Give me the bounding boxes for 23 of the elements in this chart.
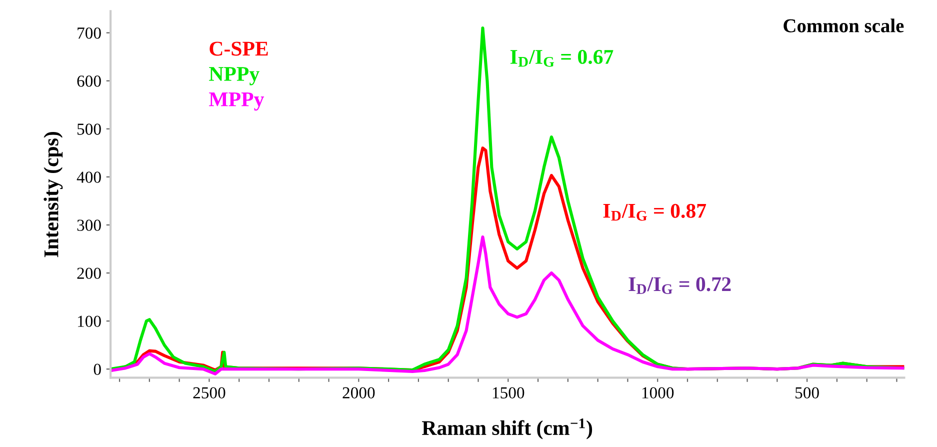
annotation: I$_{D}$/I$_{G}$ = 0.67 bbox=[510, 50, 614, 67]
y-tick-label: 100 bbox=[78, 316, 101, 327]
text: NPPy bbox=[209, 67, 260, 86]
y-tick-label: 200 bbox=[77, 268, 101, 279]
y-tick-label: 0 bbox=[94, 364, 101, 376]
x-tick-label: 1500 bbox=[492, 387, 524, 398]
text: MPPy bbox=[209, 92, 264, 111]
text: C-SPE bbox=[210, 42, 268, 56]
y-axis-title: Intensity (cps) bbox=[44, 132, 63, 258]
chart-title: Common scale bbox=[784, 18, 904, 32]
x-tick-label: 2500 bbox=[193, 387, 226, 398]
x-tick-label: 500 bbox=[796, 387, 819, 398]
x-axis-title: Raman shift (cm$^{−1}$) bbox=[422, 418, 592, 440]
annotation: I$_{D}$/I$_{G}$ = 0.87 bbox=[603, 204, 706, 221]
y-tick-label: 300 bbox=[77, 220, 101, 231]
annotation: I$_{D}$/I$_{G}$ = 0.72 bbox=[628, 277, 731, 294]
x-tick-label: 2000 bbox=[342, 387, 375, 398]
y-tick-label: 400 bbox=[76, 172, 101, 183]
y-tick-label: 500 bbox=[78, 124, 101, 135]
y-tick-label: 700 bbox=[78, 27, 101, 39]
x-tick-label: 1000 bbox=[642, 387, 674, 398]
line-series bbox=[110, 235, 904, 376]
y-tick-label: 600 bbox=[77, 76, 101, 87]
